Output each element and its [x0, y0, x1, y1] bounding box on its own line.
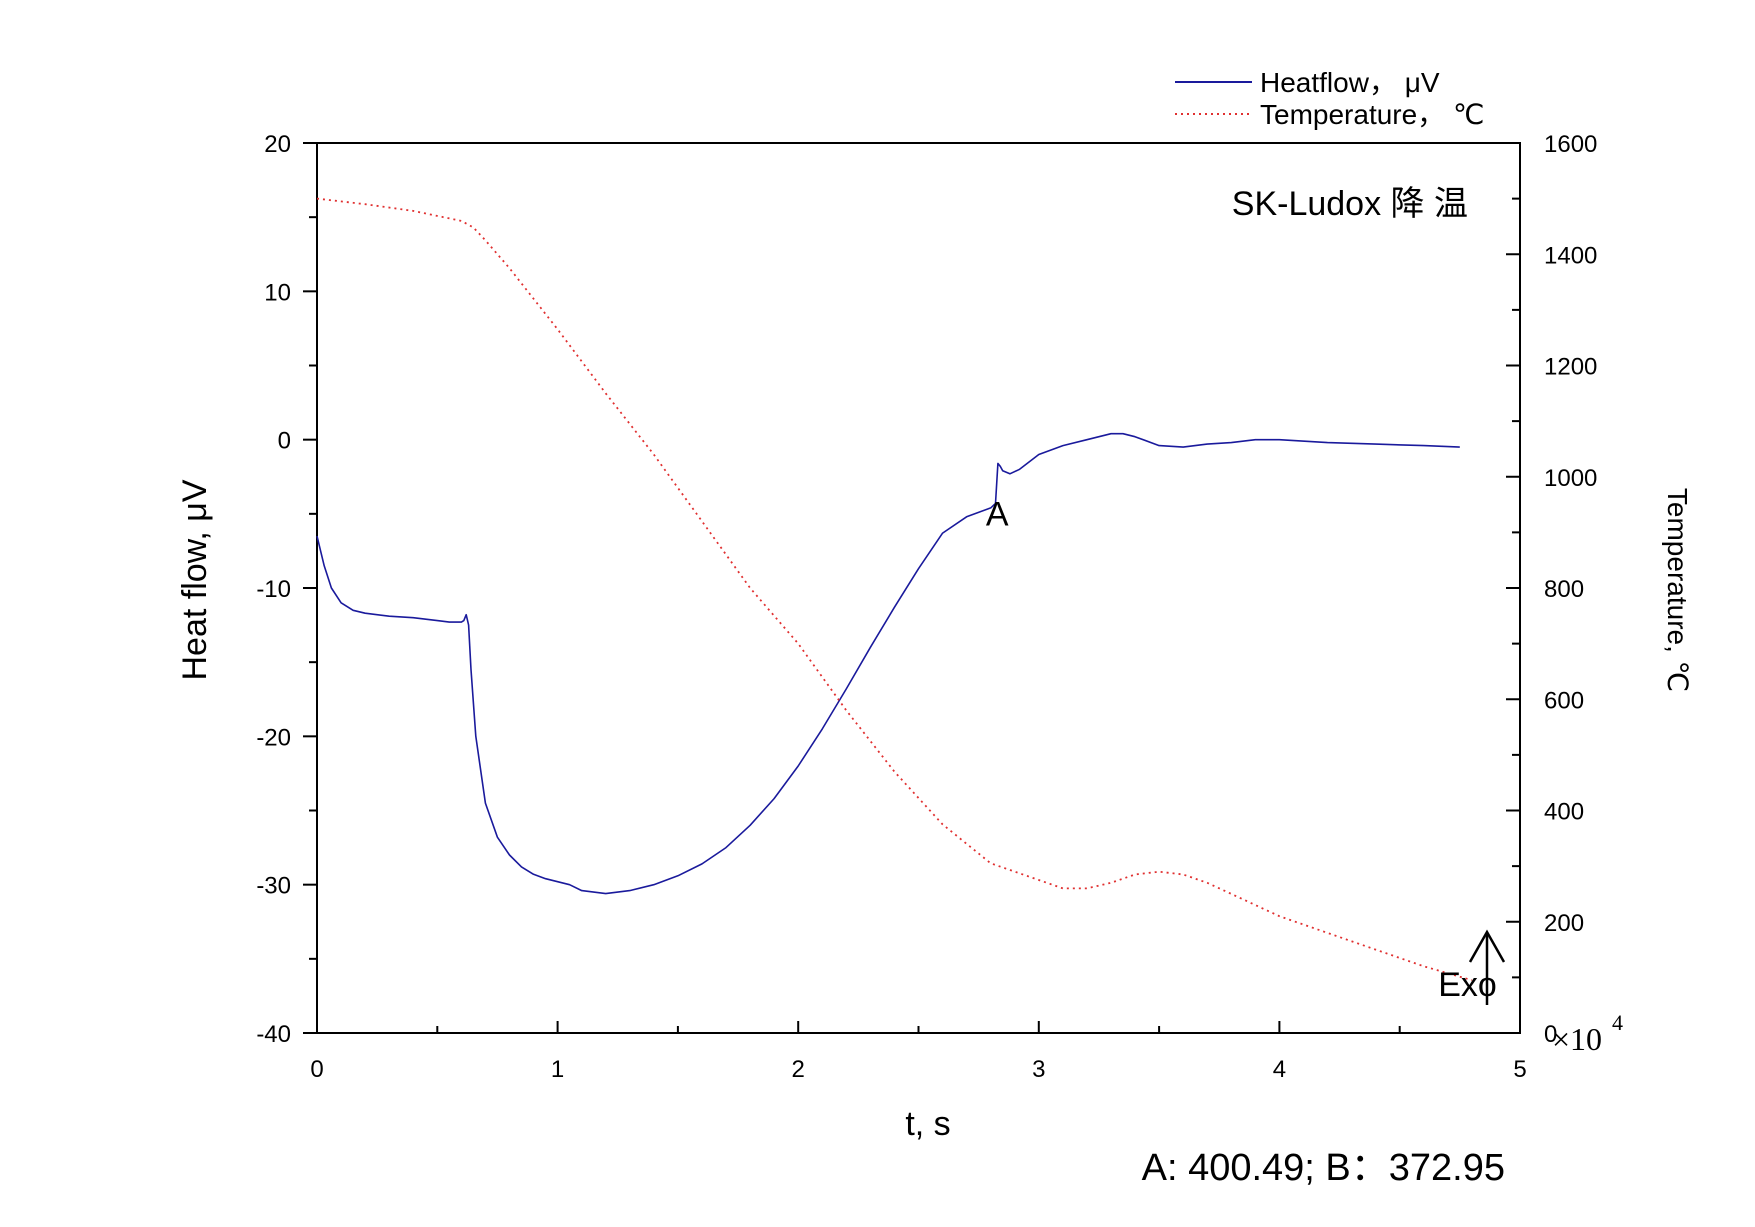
x-tick-label: 0	[310, 1056, 323, 1083]
y-right-axis-ticks: 0 200 400 600 800 1000 1200 1400 1600	[1506, 131, 1597, 1048]
heatflow-line	[316, 432, 1460, 895]
x-axis-ticks: 0 1 2 3 4 5	[310, 1021, 1527, 1083]
y-right-tick-label: 1400	[1544, 242, 1597, 269]
y-right-tick-label: 600	[1544, 687, 1584, 714]
annotation-a: A	[986, 496, 1009, 534]
y-left-axis-ticks: -40 -30 -20 -10 0 10 20	[256, 131, 317, 1048]
series-layer	[316, 197, 1473, 982]
footer-result-text: A: 400.49; B：372.95	[1142, 1147, 1505, 1189]
x-tick-label: 5	[1513, 1056, 1526, 1083]
legend-label-temperature: Temperature， ℃	[1260, 99, 1484, 130]
x-tick-label: 1	[551, 1056, 564, 1083]
x-tick-label: 4	[1273, 1056, 1286, 1083]
y-right-tick-label: 200	[1544, 910, 1584, 937]
y-right-tick-label: 400	[1544, 799, 1584, 826]
x-tick-label: 3	[1032, 1056, 1045, 1083]
x-multiplier-exponent: 4	[1612, 1010, 1623, 1035]
y-left-tick-label: 20	[264, 131, 291, 158]
x-multiplier: ×10 4	[1552, 1010, 1623, 1057]
exo-arrow	[1468, 929, 1506, 1005]
plot-frame	[316, 142, 1521, 1034]
y-left-tick-label: 0	[278, 428, 291, 455]
y-right-tick-label: 1000	[1544, 465, 1597, 492]
x-multiplier-base: ×10	[1552, 1021, 1602, 1057]
y-left-tick-label: -10	[256, 576, 291, 603]
y-right-tick-label: 1200	[1544, 354, 1597, 381]
x-axis-title: t, s	[905, 1105, 950, 1143]
y-right-tick-label: 0	[1544, 1021, 1557, 1048]
y-left-tick-label: -30	[256, 873, 291, 900]
plot-border	[316, 142, 1521, 1034]
y-right-tick-label: 1600	[1544, 131, 1597, 158]
y-left-axis-title: Heat flow, μV	[176, 479, 214, 680]
y-left-tick-label: 10	[264, 279, 291, 306]
y-left-tick-label: -40	[256, 1021, 291, 1048]
legend-label-heatflow: Heatflow， μV	[1260, 67, 1440, 98]
x-tick-label: 2	[792, 1056, 805, 1083]
y-right-axis-title: Temperature, ℃	[1662, 488, 1693, 692]
y-right-tick-label: 800	[1544, 576, 1584, 603]
temperature-line	[316, 197, 1473, 982]
legend: Heatflow， μV Temperature， ℃	[1175, 67, 1484, 130]
chart-annotation-title: SK-Ludox 降 温	[1232, 185, 1468, 223]
y-left-tick-label: -20	[256, 724, 291, 751]
